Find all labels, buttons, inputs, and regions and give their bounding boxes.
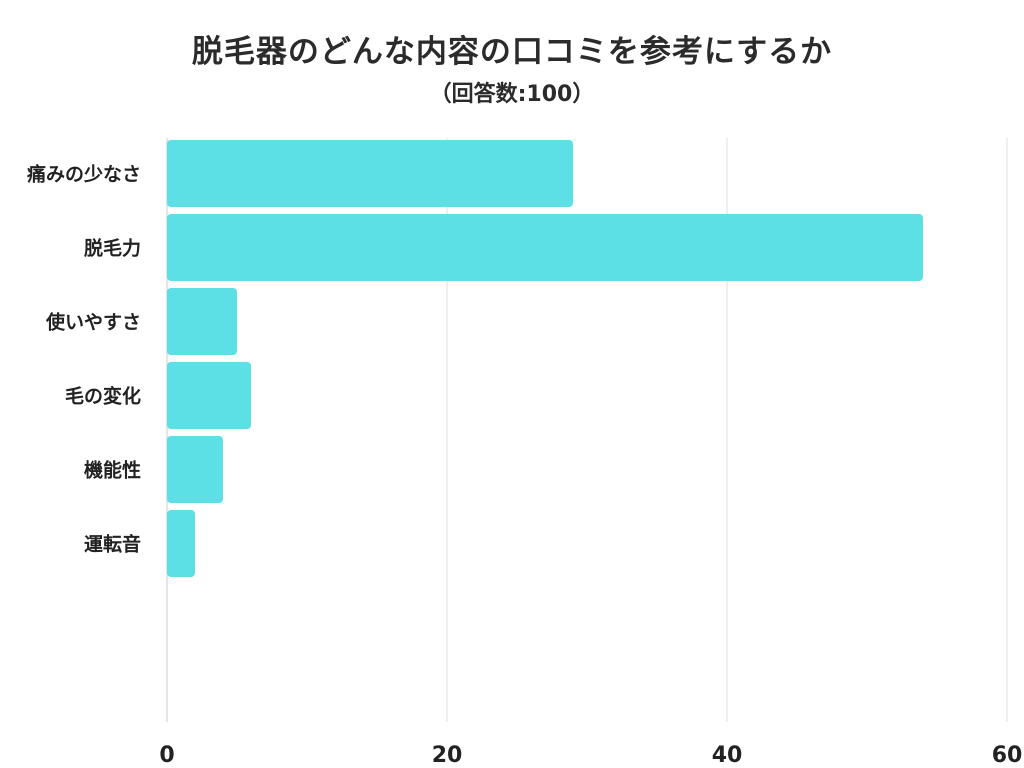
bar-0	[167, 140, 573, 207]
category-label-4: 機能性	[84, 459, 141, 482]
x-tick-label-40: 40	[712, 743, 743, 768]
bar-1	[167, 214, 923, 281]
chart-subtitle: （回答数:100）	[429, 82, 595, 107]
category-label-3: 毛の変化	[65, 385, 141, 408]
bar-2	[167, 288, 237, 355]
bar-4	[167, 436, 223, 503]
category-label-5: 運転音	[84, 533, 141, 556]
category-label-1: 脱毛力	[84, 237, 141, 260]
bar-5	[167, 510, 195, 577]
category-label-2: 使いやすさ	[45, 312, 141, 334]
x-tick-label-0: 0	[159, 743, 174, 768]
category-label-0: 痛みの少なさ	[27, 163, 141, 186]
x-tick-label-60: 60	[992, 743, 1023, 768]
bar-3	[167, 362, 251, 429]
x-tick-label-20: 20	[432, 743, 463, 768]
chart-title: 脱毛器のどんな内容の口コミを参考にするか	[191, 34, 833, 70]
